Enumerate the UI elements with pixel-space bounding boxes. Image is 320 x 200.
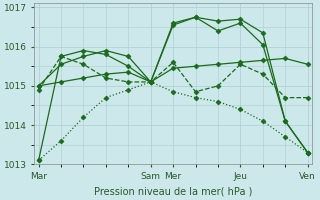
X-axis label: Pression niveau de la mer( hPa ): Pression niveau de la mer( hPa ) xyxy=(94,187,252,197)
